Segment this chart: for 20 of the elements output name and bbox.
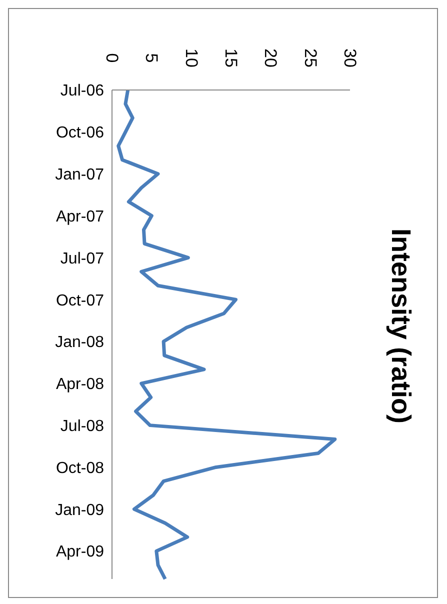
x-tick-label: 10 xyxy=(182,48,201,68)
y-tick-label: Apr-08 xyxy=(56,376,104,394)
y-tick-label: Jul-06 xyxy=(60,82,104,100)
y-tick-label: Oct-06 xyxy=(56,124,104,142)
y-tick-label: Oct-07 xyxy=(56,292,104,310)
y-tick-label: Jul-08 xyxy=(60,418,104,435)
x-tick-label: 30 xyxy=(340,48,360,68)
y-tick-label: Apr-07 xyxy=(56,208,104,226)
x-tick-label: 0 xyxy=(102,53,122,63)
y-tick-label: Jan-07 xyxy=(55,166,104,184)
y-tick-label: Apr-09 xyxy=(56,544,104,561)
x-tick-label: 25 xyxy=(300,48,320,68)
x-tick-label: 5 xyxy=(142,53,162,63)
text: Intensity (ratio) xyxy=(386,228,416,424)
y-tick-label: Oct-08 xyxy=(56,460,104,477)
y-tick-label: Jul-07 xyxy=(60,250,104,268)
x-tick-label: 15 xyxy=(222,48,240,68)
y-tick-label: Jan-09 xyxy=(55,502,104,519)
x-tick-label: 20 xyxy=(261,48,280,68)
y-tick-label: Jan-08 xyxy=(55,334,104,352)
